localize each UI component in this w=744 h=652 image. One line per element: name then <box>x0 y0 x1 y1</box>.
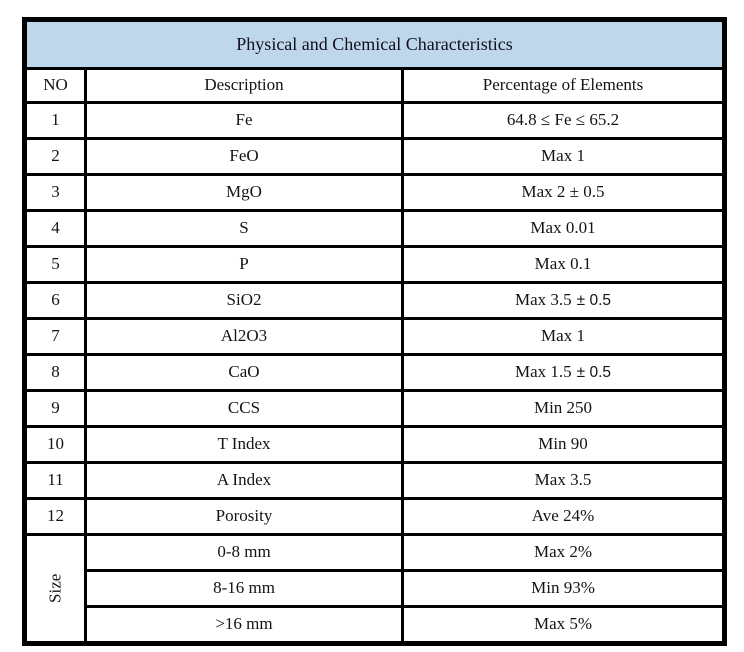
size-label: Size <box>45 573 65 604</box>
column-header-no: NO <box>23 67 87 104</box>
table-row: 2 FeO Max 1 <box>23 137 727 176</box>
percentage-value: 64.8 ≤ Fe ≤ 65.2 <box>506 110 620 130</box>
table-header-row: NO Description Percentage of Elements <box>23 67 727 104</box>
percentage-cell: Max 1 <box>400 137 727 176</box>
description-cell: CCS <box>84 389 404 428</box>
size-label-cell: Size <box>23 533 87 645</box>
percentage-value: Max 1 <box>541 146 585 166</box>
percentage-value: Max 1.5 <box>514 362 572 382</box>
table-row: 4 S Max 0.01 <box>23 209 727 248</box>
size-row: >16 mm Max 5% <box>25 605 727 645</box>
description-cell: SiO2 <box>84 281 404 320</box>
table-row: 7 Al2O3 Max 1 <box>23 317 727 356</box>
description-cell: Porosity <box>84 497 404 536</box>
table-row: 1 Fe 64.8 ≤ Fe ≤ 65.2 <box>23 101 727 140</box>
percentage-cell: Max 2 ± 0.5 <box>400 173 727 212</box>
table-row: 12 Porosity Ave 24% <box>23 497 727 536</box>
row-number-cell: 12 <box>23 497 87 536</box>
percentage-cell: 64.8 ≤ Fe ≤ 65.2 <box>400 101 727 140</box>
table-row: 10 T Index Min 90 <box>23 425 727 464</box>
size-percentage-cell: Max 2% <box>400 533 727 572</box>
size-percentage-cell: Max 5% <box>400 605 727 645</box>
percentage-cell: Max 1 <box>400 317 727 356</box>
percentage-tolerance: ± 0.5 <box>576 364 612 382</box>
percentage-value: Max 0.1 <box>534 254 592 274</box>
percentage-cell: Min 90 <box>400 425 727 464</box>
percentage-value: Max 2 ± 0.5 <box>521 182 605 202</box>
description-cell: S <box>84 209 404 248</box>
size-range-cell: 8-16 mm <box>84 569 404 608</box>
table-row: 6 SiO2 Max 3.5 ± 0.5 <box>23 281 727 320</box>
percentage-tolerance: ± 0.5 <box>576 292 612 310</box>
percentage-cell: Ave 24% <box>400 497 727 536</box>
row-number-cell: 4 <box>23 209 87 248</box>
spec-table: Physical and Chemical Characteristics NO… <box>22 17 728 646</box>
table-title: Physical and Chemical Characteristics <box>22 18 727 70</box>
column-header-description: Description <box>84 67 404 104</box>
table-body: 1 Fe 64.8 ≤ Fe ≤ 65.2 2 FeO Max 1 3 MgO Max 2 ± … <box>23 101 727 645</box>
percentage-value: Ave 24% <box>531 506 595 526</box>
description-cell: P <box>84 245 404 284</box>
percentage-value: Max 3.5 <box>514 290 572 310</box>
row-number-cell: 11 <box>23 461 87 500</box>
percentage-value: Max 1 <box>541 326 585 346</box>
table-row: 9 CCS Min 250 <box>23 389 727 428</box>
row-number-cell: 9 <box>23 389 87 428</box>
row-number-cell: 8 <box>23 353 87 392</box>
percentage-cell: Max 0.01 <box>400 209 727 248</box>
percentage-cell: Max 3.5 <box>400 461 727 500</box>
description-cell: MgO <box>84 173 404 212</box>
size-row: Size 0-8 mm Max 2% <box>23 533 727 645</box>
percentage-cell: Max 1.5 ± 0.5 <box>400 353 727 392</box>
percentage-cell: Max 3.5 ± 0.5 <box>400 281 727 320</box>
row-number-cell: 10 <box>23 425 87 464</box>
size-range-cell: 0-8 mm <box>84 533 404 572</box>
size-percentage-cell: Min 93% <box>400 569 727 608</box>
percentage-value: Min 250 <box>533 398 593 418</box>
percentage-cell: Max 0.1 <box>400 245 727 284</box>
table-row: 11 A Index Max 3.5 <box>23 461 727 500</box>
row-number-cell: 5 <box>23 245 87 284</box>
description-cell: FeO <box>84 137 404 176</box>
percentage-value: Max 3.5 <box>534 470 592 490</box>
percentage-value: Min 90 <box>538 434 588 454</box>
description-cell: Al2O3 <box>84 317 404 356</box>
percentage-cell: Min 250 <box>400 389 727 428</box>
row-number-cell: 1 <box>23 101 87 140</box>
row-number-cell: 3 <box>23 173 87 212</box>
row-number-cell: 7 <box>23 317 87 356</box>
size-row: 8-16 mm Min 93% <box>25 569 727 608</box>
description-cell: CaO <box>84 353 404 392</box>
description-cell: Fe <box>84 101 404 140</box>
table-row: 8 CaO Max 1.5 ± 0.5 <box>23 353 727 392</box>
row-number-cell: 6 <box>23 281 87 320</box>
table-row: 5 P Max 0.1 <box>23 245 727 284</box>
description-cell: T Index <box>84 425 404 464</box>
table-row: 3 MgO Max 2 ± 0.5 <box>23 173 727 212</box>
row-number-cell: 2 <box>23 137 87 176</box>
column-header-percentage: Percentage of Elements <box>400 67 727 104</box>
description-cell: A Index <box>84 461 404 500</box>
size-range-cell: >16 mm <box>84 605 404 645</box>
table-title-row: Physical and Chemical Characteristics <box>22 18 727 70</box>
percentage-value: Max 0.01 <box>530 218 596 238</box>
